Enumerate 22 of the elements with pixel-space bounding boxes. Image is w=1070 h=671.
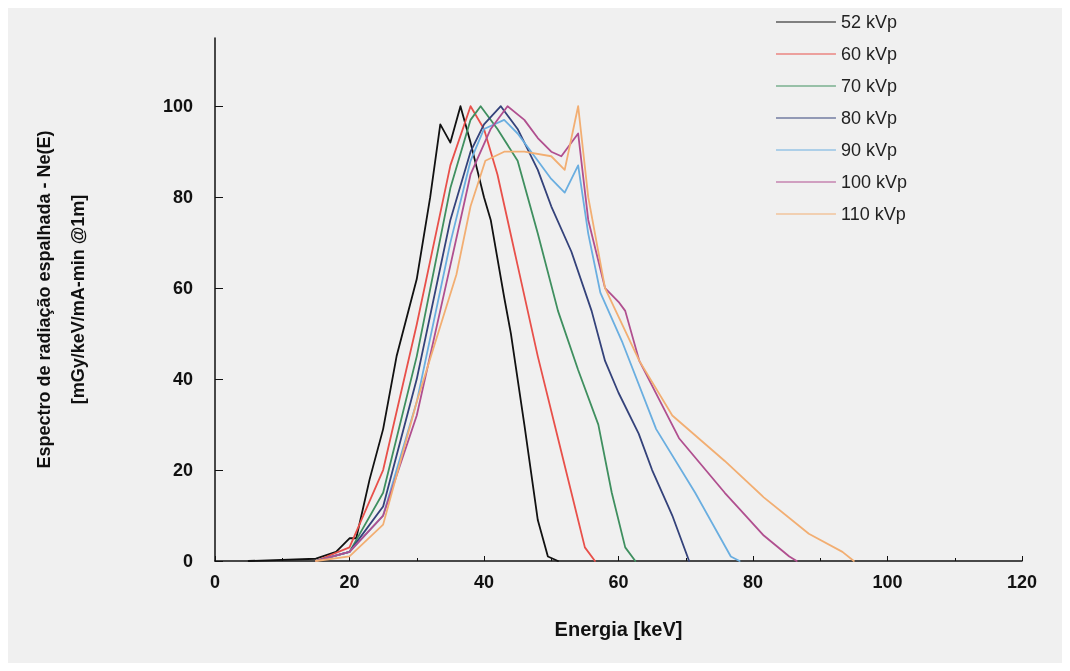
- legend-label: 60 kVp: [840, 44, 897, 64]
- y-tick-label: 60: [172, 278, 193, 299]
- y-tick-label: 0: [182, 551, 193, 571]
- x-tick-label: 80: [742, 572, 764, 592]
- legend-label: 100 kVp: [840, 172, 908, 192]
- y-tick-label: 80: [172, 187, 193, 208]
- y-tick-label: 40: [172, 369, 193, 390]
- legend-label: 52 kVp: [840, 12, 897, 32]
- y-tick-label: 20: [172, 460, 193, 481]
- x-tick-label: 20: [339, 572, 360, 592]
- y-tick-label: 100: [162, 96, 193, 117]
- x-tick-label: 60: [608, 572, 629, 592]
- y-axis-title: Espectro de radiação espalhada - Ne(E) [mGy/keV/mA-min @1m]: [34, 130, 88, 469]
- legend-label: 70 kVp: [840, 76, 897, 96]
- x-tick-label: 120: [1006, 572, 1038, 592]
- legend-label: 80 kVp: [840, 108, 897, 128]
- x-tick-label: 0: [209, 572, 221, 592]
- x-tick-label: 100: [872, 572, 903, 592]
- x-axis-title: Energia [keV]: [554, 618, 683, 640]
- legend-label: 110 kVp: [840, 204, 906, 224]
- legend-label: 90 kVp: [840, 140, 897, 160]
- x-tick-label: 40: [473, 572, 495, 592]
